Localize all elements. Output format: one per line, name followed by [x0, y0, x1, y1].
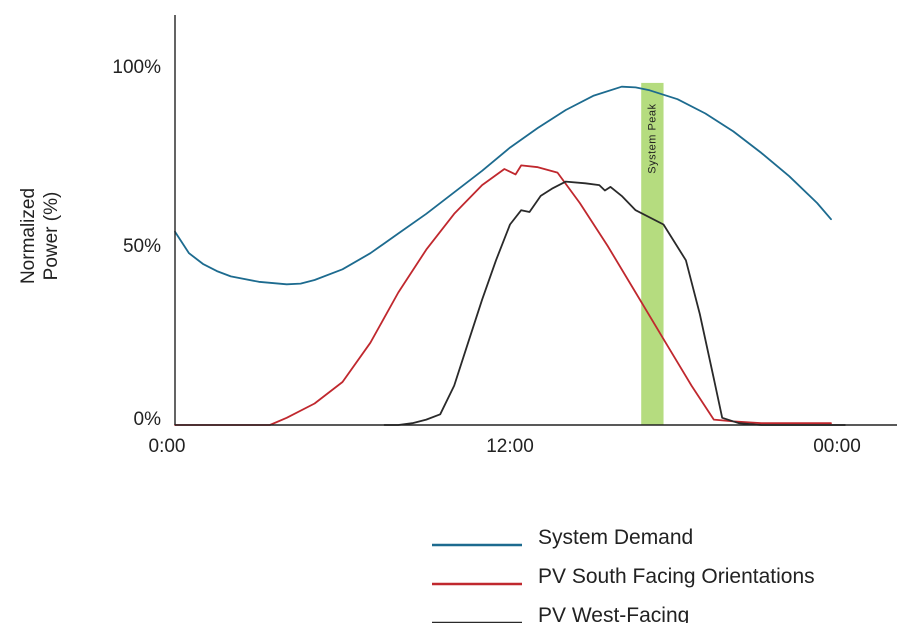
- y-tick-label: 100%: [112, 57, 161, 78]
- legend: System Demand PV South Facing Orientation…: [432, 526, 815, 627]
- legend-label: System Demand: [538, 526, 693, 549]
- legend-label: PV West-Facing: [538, 604, 689, 623]
- y-tick-label: 0%: [134, 409, 162, 430]
- y-axis-label: Normalized Power (%): [18, 188, 62, 284]
- legend-label: PV South Facing Orientations: [538, 565, 815, 588]
- system-peak-label: System Peak: [646, 103, 658, 173]
- system-peak-band: [641, 82, 664, 426]
- series-layer: [174, 85, 846, 426]
- y-tick-label: 50%: [123, 236, 161, 257]
- series-line-pv-south-facing-orientations: [174, 164, 832, 426]
- x-tick-label: 12:00: [486, 436, 534, 457]
- y-axis-label-line: Normalized: [18, 188, 39, 284]
- axis-layer: 0% 50% 100% 0:00 12:00 00:00 Normalized Power (…: [18, 15, 897, 457]
- series-line-pv-west-facing: [383, 180, 846, 426]
- x-tick-label: 0:00: [149, 436, 186, 457]
- x-tick-label: 00:00: [813, 436, 861, 457]
- annotation-layer: System Peak: [641, 82, 664, 426]
- series-line-system-demand: [174, 85, 832, 286]
- y-axis-label-line: Power (%): [41, 192, 62, 281]
